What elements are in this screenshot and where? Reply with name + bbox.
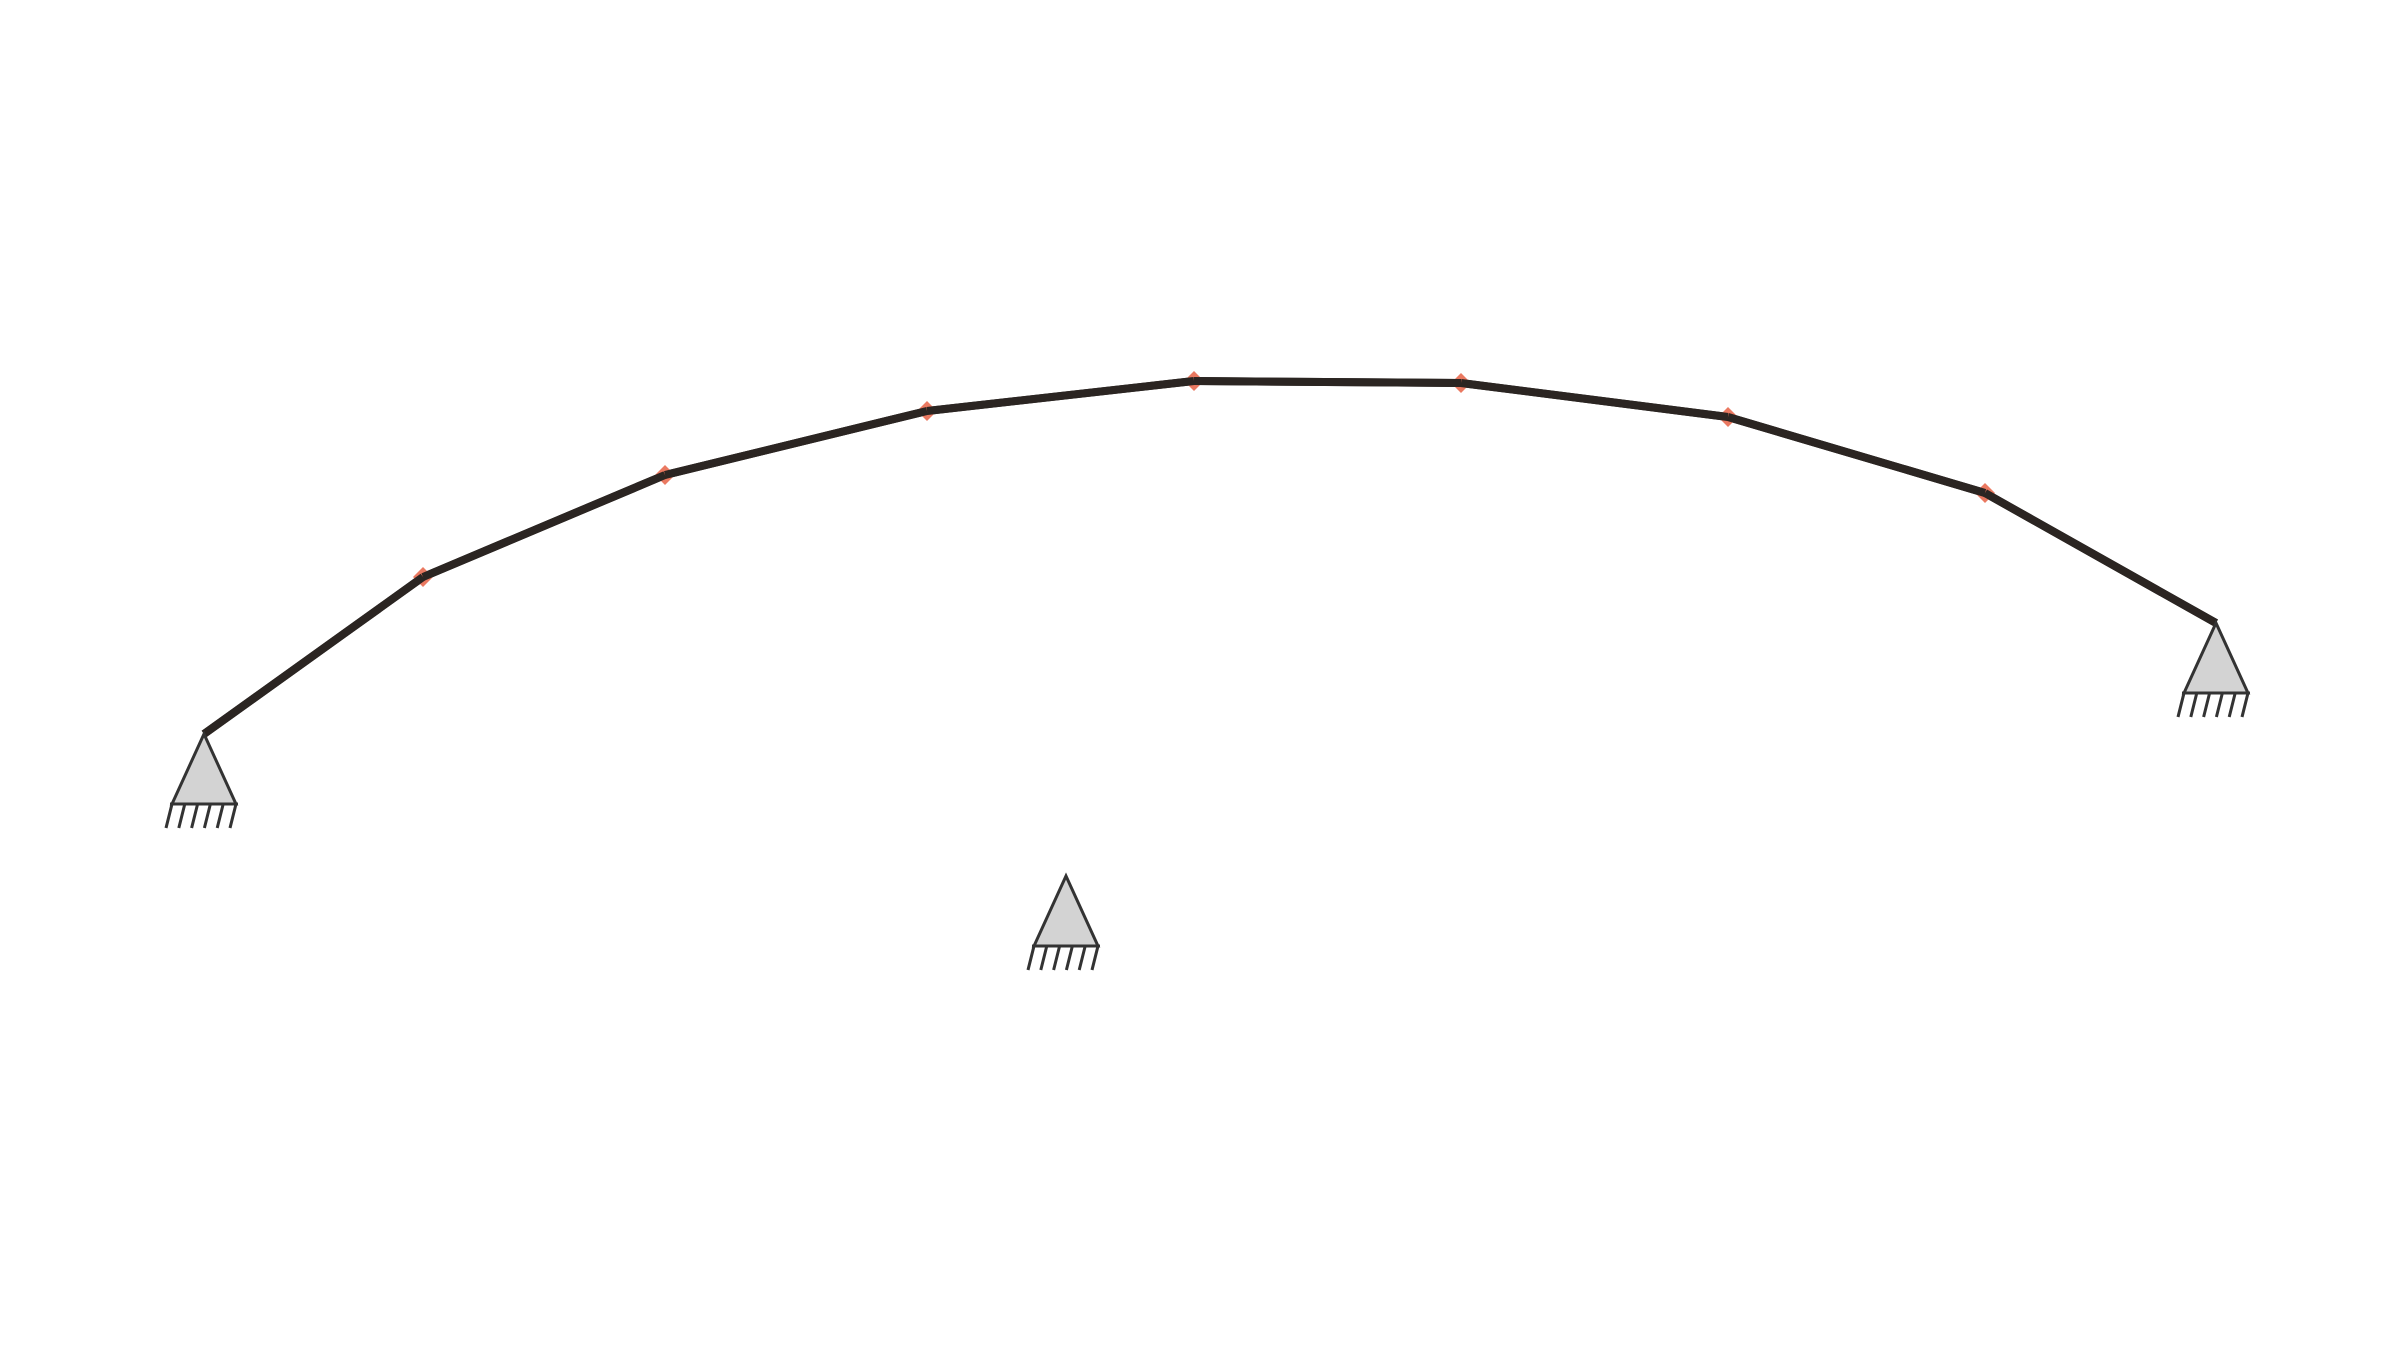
supports-layer	[164, 619, 2251, 971]
member-overlay-4	[926, 377, 1195, 415]
member-overlay-8	[1983, 489, 2218, 627]
pinned-support-icon	[1026, 872, 1101, 971]
nodes-layer	[201, 371, 2218, 738]
member-overlay-7	[1726, 413, 1987, 497]
member-overlay-6	[1460, 379, 1729, 421]
member-overlay-5	[1193, 377, 1462, 387]
member-overlay-1	[201, 573, 426, 738]
pinned-support-icon	[2176, 619, 2251, 718]
member-overlay-3	[664, 407, 928, 479]
pinned-support-icon	[164, 730, 239, 829]
member-overlay-2	[421, 471, 667, 581]
